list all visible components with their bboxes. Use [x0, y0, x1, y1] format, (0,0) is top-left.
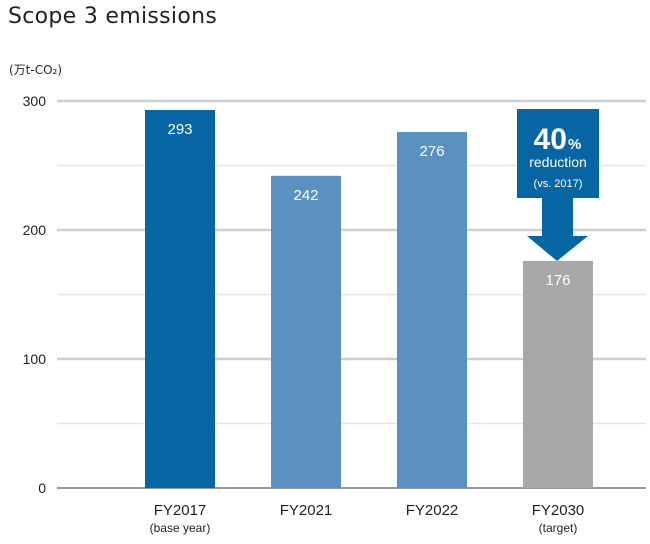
reduction-percent-sign: % — [568, 136, 581, 153]
bar-fy2022 — [397, 131, 467, 488]
bar-fy2021 — [271, 175, 341, 488]
x-tick-sublabel: (base year) — [150, 521, 211, 535]
y-axis-ticks: 0 100 200 300 — [23, 93, 47, 496]
x-axis-labels: FY2017 (base year) FY2021 FY2022 FY2030 (targ… — [150, 502, 585, 535]
bar-value-label: 293 — [167, 121, 192, 138]
x-tick-label: FY2022 — [406, 502, 459, 519]
bar-value-label: 242 — [293, 187, 318, 204]
y-tick-label: 0 — [38, 480, 46, 496]
x-tick-label: FY2017 — [154, 502, 207, 519]
bar-fy2017 — [145, 110, 215, 488]
reduction-label: reduction — [529, 154, 587, 170]
reduction-callout: 40 % reduction (vs. 2017) — [517, 109, 599, 261]
y-tick-label: 200 — [23, 222, 47, 238]
reduction-baseline-label: (vs. 2017) — [534, 178, 583, 190]
y-tick-label: 100 — [23, 351, 47, 367]
chart-title: Scope 3 emissions — [8, 4, 218, 29]
reduction-arrow — [517, 109, 599, 261]
x-tick-label: FY2021 — [280, 502, 333, 519]
y-tick-label: 300 — [23, 93, 47, 109]
bars: 293 242 276 176 — [145, 110, 593, 488]
y-axis-unit-label: (万t-CO₂) — [9, 63, 63, 77]
x-tick-sublabel: (target) — [539, 521, 578, 535]
bar-fy2030 — [523, 260, 593, 488]
bar-value-label: 176 — [545, 272, 570, 289]
x-tick-label: FY2030 — [532, 502, 585, 519]
bar-value-label: 276 — [419, 143, 444, 160]
reduction-percent-value: 40 — [534, 123, 567, 156]
